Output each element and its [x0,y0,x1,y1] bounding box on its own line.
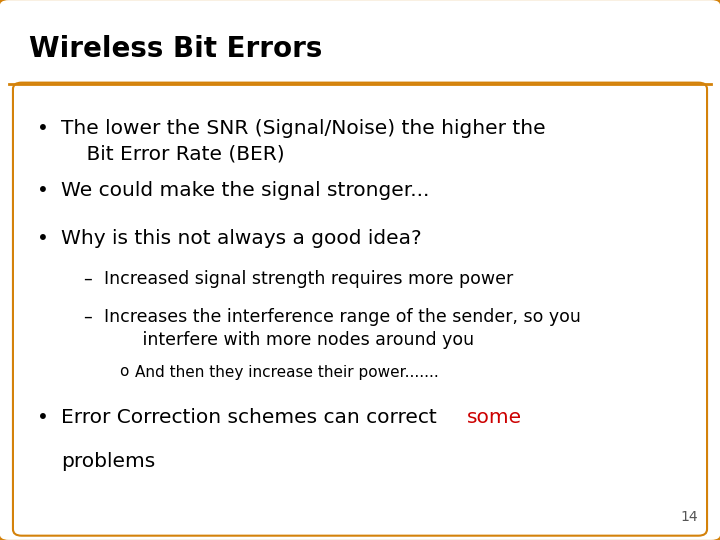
Text: o: o [119,364,128,380]
Text: –: – [83,270,91,288]
Text: Why is this not always a good idea?: Why is this not always a good idea? [61,230,422,248]
Text: Error Correction schemes can correct: Error Correction schemes can correct [61,408,444,427]
Text: 14: 14 [681,510,698,524]
Text: •: • [37,181,49,200]
Text: some: some [467,408,522,427]
Text: problems: problems [61,452,156,471]
Text: •: • [37,230,49,248]
Text: •: • [37,119,49,138]
Text: Increases the interference range of the sender, so you
       interfere with mor: Increases the interference range of the … [104,308,581,349]
Text: –: – [83,308,91,326]
Text: And then they increase their power.......: And then they increase their power......… [135,364,439,380]
Text: Increased signal strength requires more power: Increased signal strength requires more … [104,270,513,288]
Text: Wireless Bit Errors: Wireless Bit Errors [29,35,322,63]
Text: •: • [37,408,49,427]
Text: The lower the SNR (Signal/Noise) the higher the
    Bit Error Rate (BER): The lower the SNR (Signal/Noise) the hig… [61,119,546,164]
Text: We could make the signal stronger...: We could make the signal stronger... [61,181,430,200]
FancyBboxPatch shape [13,83,707,536]
